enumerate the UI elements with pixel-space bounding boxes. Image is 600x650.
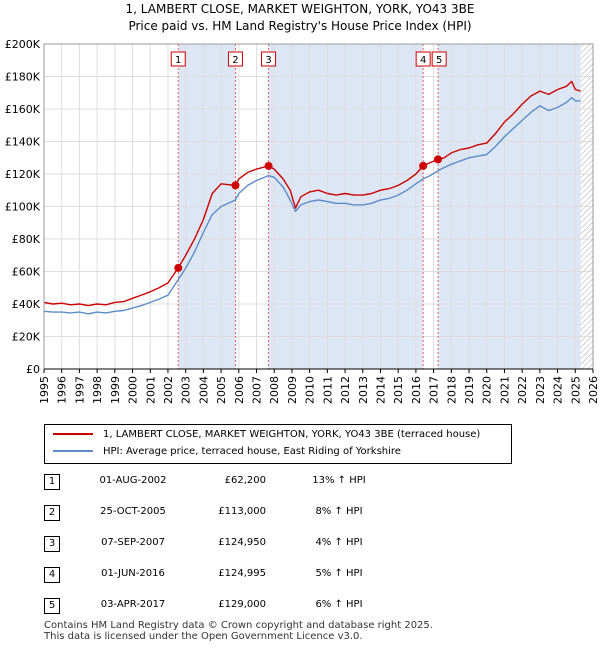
sale-date: 03-APR-2017 <box>100 599 166 610</box>
sale-date: 01-AUG-2002 <box>99 475 167 486</box>
x-tick-label: 2012 <box>339 376 352 404</box>
sale-price: £62,200 <box>224 475 266 486</box>
x-tick-label: 2016 <box>410 376 423 404</box>
x-tick-label: 2018 <box>445 376 458 404</box>
y-tick-label: £40K <box>12 298 41 311</box>
legend-item-property: 1, LAMBERT CLOSE, MARKET WEIGHTON, YORK,… <box>53 427 480 443</box>
sale-price: £129,000 <box>218 599 266 610</box>
sale-number-badge: 1 <box>44 474 60 490</box>
x-tick-label: 2024 <box>552 376 565 404</box>
x-tick-label: 2011 <box>321 376 334 404</box>
sale-label-box-5 <box>431 51 447 67</box>
sale-label-4: 4 <box>420 55 426 66</box>
x-tick-label: 2007 <box>251 376 264 404</box>
y-tick-label: £80K <box>12 233 41 246</box>
x-tick-label: 2026 <box>587 376 600 404</box>
x-tick-label: 2000 <box>127 376 140 404</box>
x-tick-label: 2005 <box>215 376 228 404</box>
x-tick-label: 2022 <box>516 376 529 404</box>
legend-item-hpi: HPI: Average price, terraced house, East… <box>53 444 401 460</box>
sale-row-2: 2 25-OCT-2005 £113,000 8% ↑ HPI <box>44 503 464 523</box>
sale-label-5: 5 <box>436 55 442 66</box>
x-tick-label: 2003 <box>180 376 193 404</box>
sale-label-2: 2 <box>232 55 238 66</box>
x-tick-label: 2002 <box>162 376 175 404</box>
x-tick-label: 2014 <box>374 376 387 404</box>
sale-label-box-4 <box>415 51 431 67</box>
x-tick-label: 2017 <box>428 376 441 404</box>
x-tick-label: 2006 <box>233 376 246 404</box>
y-tick-label: £20K <box>12 331 41 344</box>
sale-price: £124,950 <box>218 537 266 548</box>
sale-number-badge: 5 <box>44 598 60 614</box>
hpi-line <box>43 96 581 315</box>
sale-row-4: 4 01-JUN-2016 £124,995 5% ↑ HPI <box>44 565 464 585</box>
sale-date: 07-SEP-2007 <box>101 537 165 548</box>
x-tick-label: 2025 <box>569 376 582 404</box>
y-tick-label: £140K <box>5 136 41 149</box>
x-tick-label: 2004 <box>197 376 210 404</box>
sale-label-box-1 <box>170 51 186 67</box>
sale-hpi-change: 4% ↑ HPI <box>315 537 363 548</box>
legend-swatch-hpi <box>53 450 93 452</box>
x-tick-label: 2015 <box>392 376 405 404</box>
sale-date: 01-JUN-2016 <box>101 568 165 579</box>
legend-swatch-property <box>53 433 93 435</box>
sale-number-badge: 4 <box>44 567 60 583</box>
property-price-line <box>43 80 581 307</box>
y-tick-label: £180K <box>5 71 41 84</box>
sale-label-1: 1 <box>175 55 181 66</box>
y-tick-label: £0 <box>26 363 40 376</box>
sale-hpi-change: 6% ↑ HPI <box>315 599 363 610</box>
x-tick-label: 1996 <box>56 376 69 404</box>
sale-row-1: 1 01-AUG-2002 £62,200 13% ↑ HPI <box>44 472 464 492</box>
x-tick-label: 2009 <box>286 376 299 404</box>
footer-copyright: Contains HM Land Registry data © Crown c… <box>44 620 433 631</box>
legend-label-property: 1, LAMBERT CLOSE, MARKET WEIGHTON, YORK,… <box>103 429 481 440</box>
sale-number-badge: 2 <box>44 505 60 521</box>
sale-number-badge: 3 <box>44 536 60 552</box>
x-tick-label: 1995 <box>38 376 51 404</box>
sale-marker-4 <box>419 161 428 170</box>
chart-title-address: 1, LAMBERT CLOSE, MARKET WEIGHTON, YORK,… <box>125 2 475 16</box>
sale-marker-3 <box>264 161 273 170</box>
x-tick-label: 2021 <box>498 376 511 404</box>
x-tick-label: 2019 <box>463 376 476 404</box>
x-tick-label: 2023 <box>534 376 547 404</box>
sale-marker-5 <box>434 155 443 164</box>
y-tick-label: £60K <box>12 266 41 279</box>
sale-row-5: 5 03-APR-2017 £129,000 6% ↑ HPI <box>44 596 464 616</box>
sale-marker-2 <box>231 181 240 190</box>
footer-licence: This data is licensed under the Open Gov… <box>44 631 363 642</box>
x-tick-label: 2010 <box>304 376 317 404</box>
y-tick-label: £120K <box>5 168 41 181</box>
x-tick-label: 1998 <box>91 376 104 404</box>
sale-row-3: 3 07-SEP-2007 £124,950 4% ↑ HPI <box>44 534 464 554</box>
x-tick-label: 2013 <box>357 376 370 404</box>
sale-hpi-change: 13% ↑ HPI <box>312 475 366 486</box>
y-tick-label: £160K <box>5 103 41 116</box>
sale-hpi-change: 8% ↑ HPI <box>315 506 363 517</box>
sale-price: £113,000 <box>218 506 266 517</box>
legend-label-hpi: HPI: Average price, terraced house, East… <box>103 446 401 457</box>
x-tick-label: 2008 <box>268 376 281 404</box>
sale-price: £124,995 <box>218 568 266 579</box>
sale-hpi-change: 5% ↑ HPI <box>315 568 363 579</box>
x-tick-label: 1997 <box>73 376 86 404</box>
x-tick-label: 2020 <box>481 376 494 404</box>
sale-label-box-2 <box>227 51 243 67</box>
chart-legend: 1, LAMBERT CLOSE, MARKET WEIGHTON, YORK,… <box>44 424 512 464</box>
x-tick-label: 1999 <box>109 376 122 404</box>
y-tick-label: £100K <box>5 201 41 214</box>
x-tick-label: 2001 <box>144 376 157 404</box>
sale-label-box-3 <box>261 51 277 67</box>
chart-subtitle: Price paid vs. HM Land Registry's House … <box>128 19 472 33</box>
sale-marker-1 <box>174 263 183 272</box>
sale-date: 25-OCT-2005 <box>100 506 166 517</box>
y-tick-label: £200K <box>5 38 41 51</box>
sale-label-3: 3 <box>265 55 271 66</box>
